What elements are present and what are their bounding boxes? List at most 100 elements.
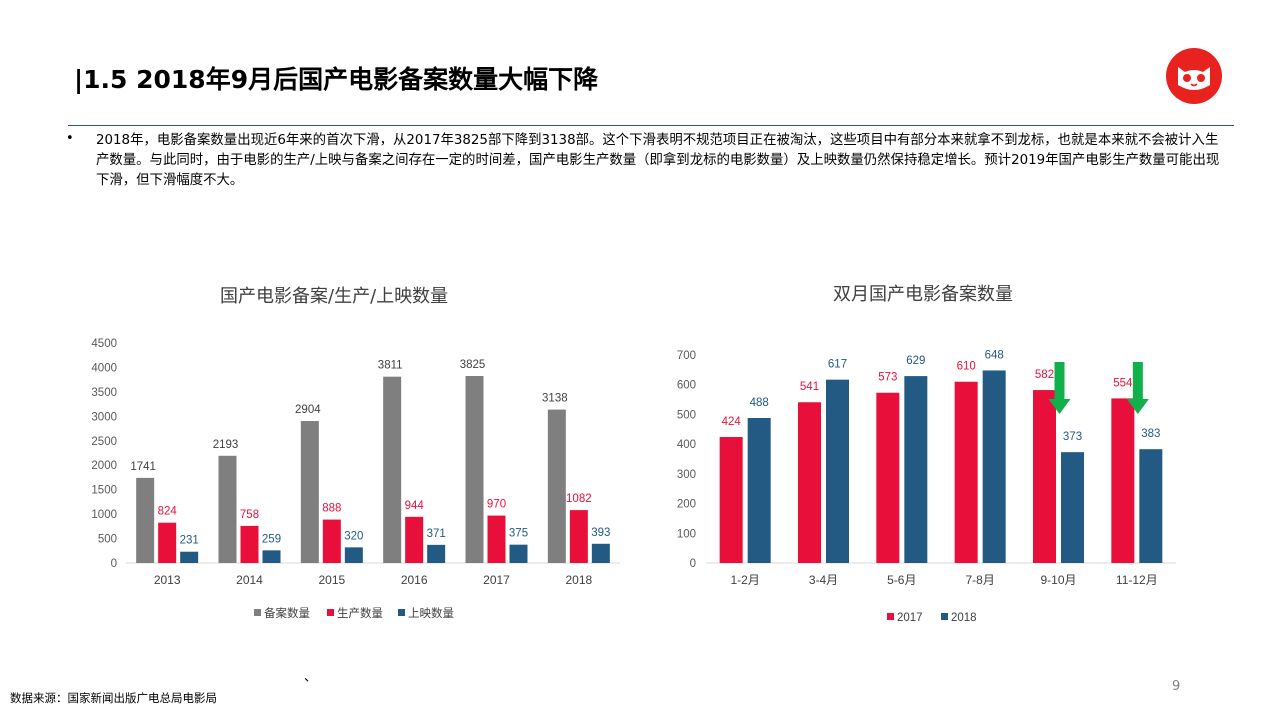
bar-1-s0-c4 — [465, 376, 484, 563]
data-label: 231 — [180, 535, 199, 547]
bar-1-s2-c4 — [509, 544, 528, 563]
y-tick-label: 3000 — [91, 411, 117, 423]
chart2-title: 双月国产电影备案数量 — [833, 284, 1013, 305]
data-label: 488 — [750, 397, 769, 409]
bar-1-s0-c3 — [383, 376, 402, 563]
y-tick-label: 1500 — [91, 485, 117, 497]
bar-2-s1-c2 — [904, 376, 928, 563]
legend-label: 2017 — [897, 612, 923, 624]
bar-2-s0-c0 — [719, 437, 743, 563]
data-label: 541 — [800, 381, 819, 393]
summary-paragraph: 2018年，电影备案数量出现近6年来的首次下滑，从2017年3825部下降到31… — [96, 133, 1220, 188]
bar-1-s1-c3 — [405, 516, 424, 563]
down-arrow-icon — [1048, 362, 1071, 414]
bar-1-s1-c4 — [487, 515, 506, 563]
bar-1-s1-c0 — [158, 522, 177, 563]
x-tick-label: 11-12月 — [1116, 573, 1158, 587]
x-tick-label: 3-4月 — [809, 573, 838, 587]
x-tick-label: 5-6月 — [887, 573, 916, 587]
data-label: 424 — [722, 416, 742, 428]
data-label: 259 — [262, 533, 281, 545]
data-label: 1741 — [130, 461, 156, 473]
data-label: 970 — [487, 499, 506, 511]
data-label: 2904 — [295, 404, 321, 416]
bar-1-s2-c1 — [262, 550, 281, 563]
y-tick-label: 300 — [677, 469, 696, 481]
legend-swatch — [941, 613, 948, 620]
bar-2-s0-c3 — [954, 381, 978, 563]
bar-2-s0-c2 — [876, 392, 900, 563]
bar-1-s2-c2 — [344, 547, 363, 563]
bar-2-s1-c4 — [1061, 452, 1084, 563]
bar-1-s0-c1 — [218, 455, 237, 563]
bar-1-s2-c3 — [427, 544, 446, 563]
y-tick-label: 3500 — [91, 387, 117, 399]
y-tick-label: 0 — [690, 558, 696, 570]
chart1-title: 国产电影备案/生产/上映数量 — [220, 286, 449, 307]
bar-1-s1-c5 — [569, 510, 588, 563]
x-tick-label: 2017 — [483, 573, 510, 587]
title-divider — [68, 125, 1234, 126]
y-tick-label: 400 — [677, 439, 696, 451]
y-tick-label: 100 — [677, 528, 696, 540]
y-tick-label: 500 — [677, 409, 696, 421]
y-tick-label: 4500 — [91, 338, 117, 350]
data-label: 383 — [1141, 428, 1160, 440]
data-label: 758 — [240, 509, 259, 521]
data-label: 610 — [957, 361, 976, 373]
bar-2-s1-c5 — [1139, 449, 1163, 563]
legend-swatch — [327, 609, 334, 616]
bar-2-s1-c0 — [747, 417, 771, 563]
bar-2-s0-c5 — [1111, 398, 1135, 563]
bullet-marker: • — [66, 131, 74, 146]
legend-swatch — [887, 613, 894, 620]
data-label: 3825 — [460, 359, 486, 371]
data-label: 2193 — [213, 439, 239, 451]
y-tick-label: 500 — [98, 534, 117, 546]
bar-2-s0-c1 — [798, 402, 821, 563]
data-label: 582 — [1035, 369, 1054, 381]
data-label: 373 — [1063, 431, 1082, 443]
data-source-note: 数据来源：国家新闻出版广电总局电影局 — [10, 691, 217, 705]
stray-mark: 、 — [304, 670, 318, 685]
x-tick-label: 2015 — [318, 573, 345, 587]
data-label: 629 — [906, 355, 925, 367]
legend-label: 2018 — [951, 612, 977, 624]
x-tick-label: 2013 — [154, 573, 181, 587]
x-tick-label: 1-2月 — [730, 573, 759, 587]
x-tick-label: 9-10月 — [1040, 573, 1076, 587]
y-tick-label: 200 — [677, 499, 696, 511]
legend-label: 上映数量 — [408, 606, 454, 620]
y-tick-label: 4000 — [91, 362, 117, 374]
cat-logo-icon — [1166, 48, 1222, 104]
legend-label: 备案数量 — [264, 606, 310, 620]
y-tick-label: 2000 — [91, 460, 117, 472]
bar-2-s0-c4 — [1033, 390, 1056, 563]
data-label: 393 — [591, 527, 610, 539]
y-tick-label: 600 — [677, 380, 696, 392]
legend-swatch — [398, 609, 405, 616]
y-tick-label: 700 — [677, 350, 696, 362]
data-label: 648 — [985, 349, 1004, 361]
y-tick-label: 2500 — [91, 436, 117, 448]
data-label: 617 — [828, 359, 847, 371]
bar-2-s1-c1 — [826, 379, 849, 563]
data-label: 824 — [158, 506, 178, 518]
bar-1-s0-c2 — [300, 421, 319, 563]
data-label: 554 — [1113, 377, 1133, 389]
page-title: |1.5 2018年9月后国产电影备案数量大幅下降 — [74, 65, 599, 94]
bar-1-s2-c0 — [180, 551, 199, 563]
bar-1-s2-c5 — [591, 543, 610, 563]
data-label: 573 — [878, 372, 897, 384]
down-arrow-icon — [1126, 362, 1149, 414]
x-tick-label: 2016 — [401, 573, 428, 587]
bar-1-s1-c1 — [240, 525, 259, 563]
x-tick-label: 7-8月 — [965, 573, 994, 587]
legend-swatch — [254, 609, 261, 616]
bar-1-s1-c2 — [322, 519, 341, 563]
data-label: 3138 — [542, 393, 568, 405]
data-label: 1082 — [566, 493, 592, 505]
y-tick-label: 0 — [111, 558, 117, 570]
